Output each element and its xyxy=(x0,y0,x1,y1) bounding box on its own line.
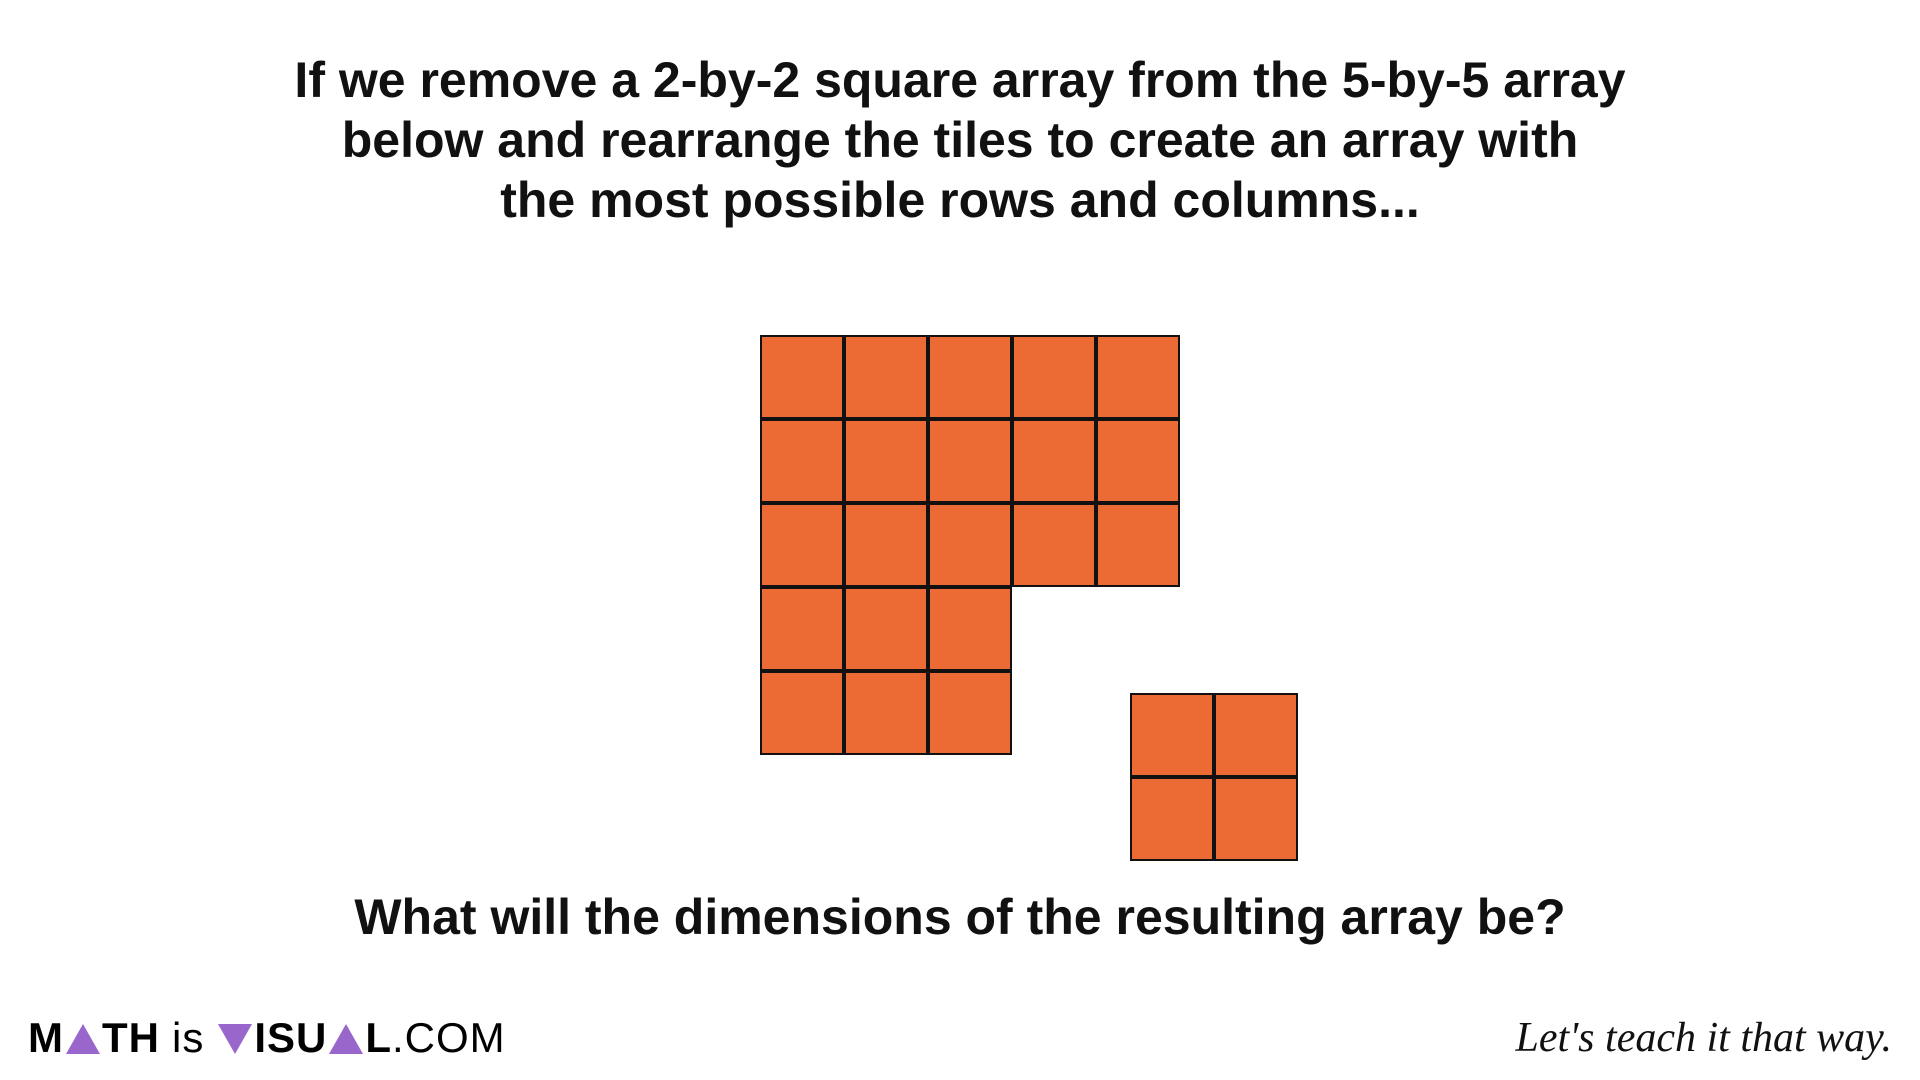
question-line: below and rearrange the tiles to create … xyxy=(80,110,1840,170)
tile xyxy=(1012,419,1096,503)
logo-text-is: is xyxy=(172,1014,204,1062)
tile xyxy=(1096,419,1180,503)
tile xyxy=(760,587,844,671)
triangle-up-icon xyxy=(66,1024,100,1054)
footer: M TH is ISU L .COM Let's teach it that w… xyxy=(0,1014,1920,1062)
tile xyxy=(1096,335,1180,419)
triangle-up-icon xyxy=(329,1024,363,1054)
tile xyxy=(928,419,1012,503)
triangle-down-icon xyxy=(218,1024,252,1054)
tile xyxy=(844,671,928,755)
question-bottom: What will the dimensions of the resultin… xyxy=(0,888,1920,946)
tile xyxy=(760,419,844,503)
removed-tile xyxy=(1214,777,1298,861)
logo-text-th: TH xyxy=(102,1014,160,1062)
question-line: the most possible rows and columns... xyxy=(80,170,1840,230)
tagline: Let's teach it that way. xyxy=(1516,1014,1892,1062)
tile xyxy=(844,587,928,671)
logo-text-m: M xyxy=(28,1014,64,1062)
tile xyxy=(1096,503,1180,587)
tile xyxy=(760,671,844,755)
tile xyxy=(1012,503,1096,587)
tile xyxy=(928,335,1012,419)
tile xyxy=(1012,335,1096,419)
logo-text-isu: ISU xyxy=(254,1014,327,1062)
question-top: If we remove a 2-by-2 square array from … xyxy=(0,50,1920,230)
tile xyxy=(760,335,844,419)
question-line: If we remove a 2-by-2 square array from … xyxy=(80,50,1840,110)
tile xyxy=(928,587,1012,671)
tile xyxy=(844,503,928,587)
logo-text-dotcom: .COM xyxy=(392,1014,506,1062)
removed-tile xyxy=(1130,693,1214,777)
tile xyxy=(760,503,844,587)
removed-tile xyxy=(1130,777,1214,861)
slide: If we remove a 2-by-2 square array from … xyxy=(0,0,1920,1080)
tile xyxy=(928,671,1012,755)
removed-tile xyxy=(1214,693,1298,777)
tile xyxy=(844,419,928,503)
tile xyxy=(928,503,1012,587)
tile xyxy=(844,335,928,419)
logo: M TH is ISU L .COM xyxy=(28,1014,506,1062)
logo-text-l: L xyxy=(365,1014,392,1062)
